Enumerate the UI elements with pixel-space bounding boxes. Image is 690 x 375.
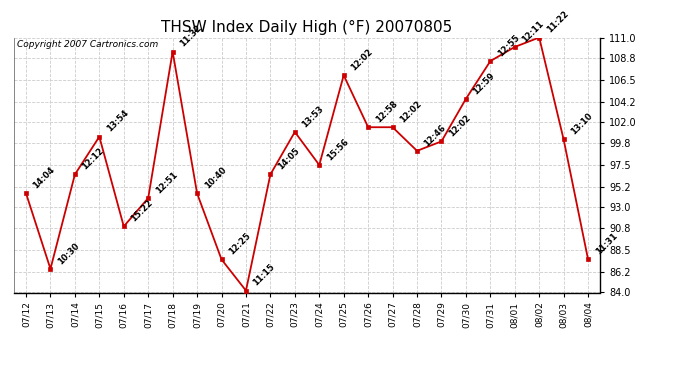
Title: THSW Index Daily High (°F) 20070805: THSW Index Daily High (°F) 20070805 <box>161 20 453 35</box>
Text: 11:32: 11:32 <box>178 24 204 49</box>
Text: 12:58: 12:58 <box>374 99 399 124</box>
Text: 11:22: 11:22 <box>545 9 570 35</box>
Text: 14:04: 14:04 <box>32 165 57 190</box>
Text: 15:56: 15:56 <box>325 137 351 162</box>
Text: 12:25: 12:25 <box>227 231 253 256</box>
Text: Copyright 2007 Cartronics.com: Copyright 2007 Cartronics.com <box>17 40 158 49</box>
Text: 11:31: 11:31 <box>593 231 619 256</box>
Text: 13:10: 13:10 <box>569 111 594 137</box>
Text: 13:54: 13:54 <box>105 109 130 134</box>
Text: 13:53: 13:53 <box>300 104 326 129</box>
Text: 12:02: 12:02 <box>447 113 472 139</box>
Text: 12:59: 12:59 <box>471 71 497 96</box>
Text: 12:02: 12:02 <box>398 99 424 124</box>
Text: 12:11: 12:11 <box>520 19 546 44</box>
Text: 12:46: 12:46 <box>422 123 448 148</box>
Text: 11:15: 11:15 <box>252 262 277 288</box>
Text: 14:05: 14:05 <box>276 146 302 172</box>
Text: 12:55: 12:55 <box>496 33 521 58</box>
Text: 15:22: 15:22 <box>129 198 155 223</box>
Text: 12:51: 12:51 <box>154 170 179 195</box>
Text: 10:40: 10:40 <box>203 165 228 190</box>
Text: 12:12: 12:12 <box>81 146 106 172</box>
Text: 10:30: 10:30 <box>56 241 81 266</box>
Text: 12:02: 12:02 <box>349 47 375 72</box>
